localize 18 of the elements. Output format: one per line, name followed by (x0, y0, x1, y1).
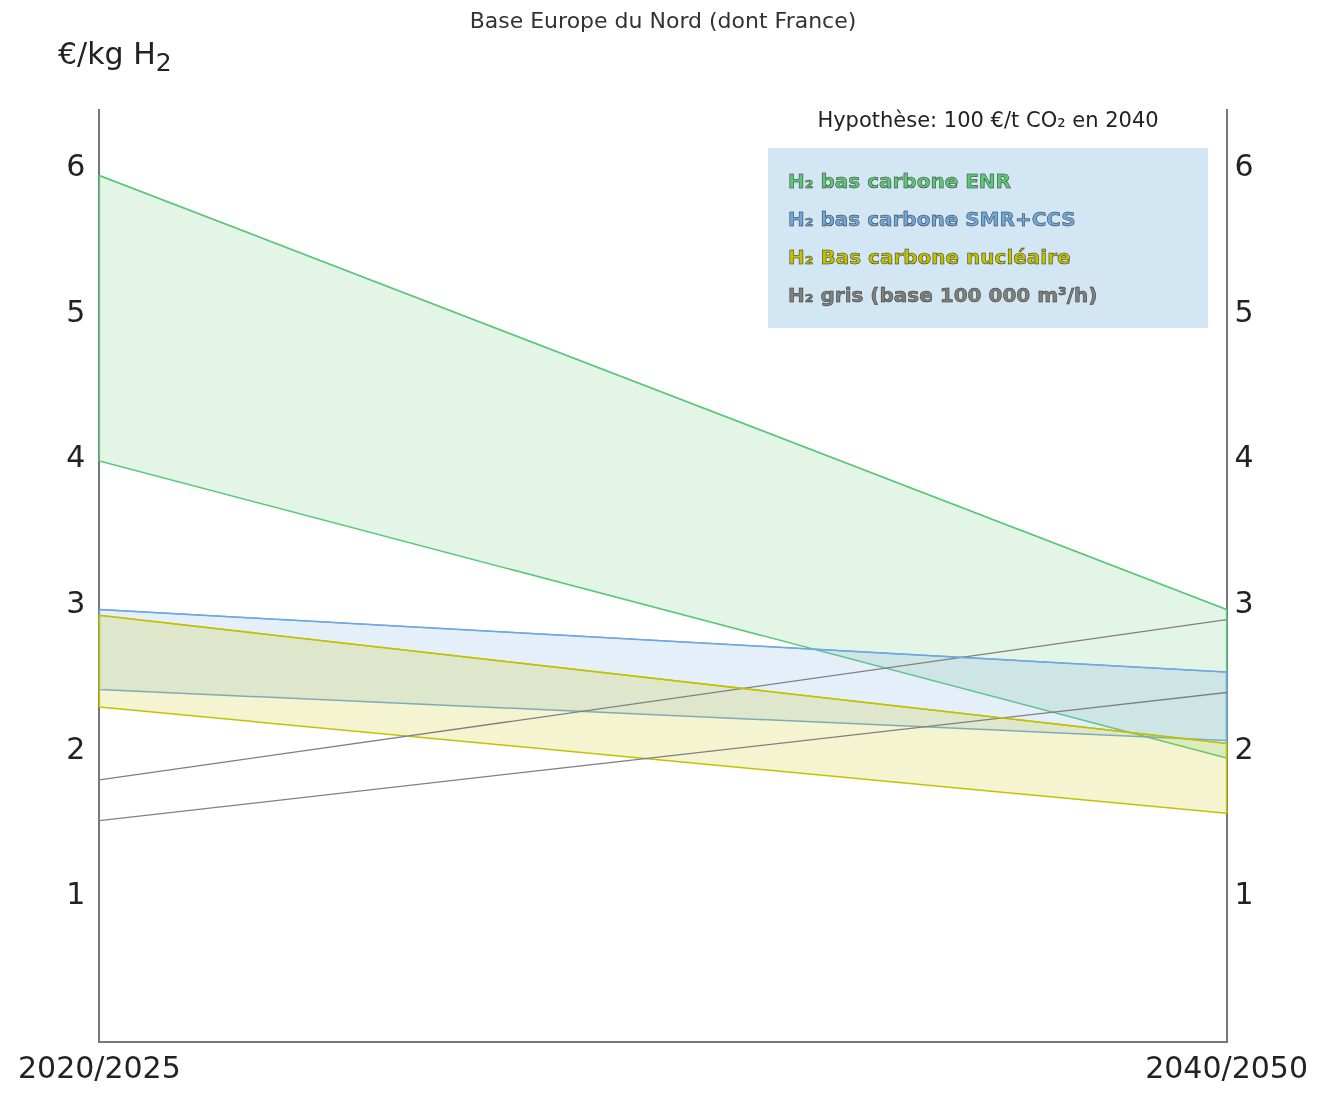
x-tick-label: 2040/2050 (1145, 1049, 1308, 1085)
y-tick-label: 4 (66, 439, 86, 475)
y2-tick-label: 2 (1234, 730, 1254, 766)
chart-title: Base Europe du Nord (dont France) (468, 8, 858, 33)
y2-tick-label: 4 (1234, 439, 1254, 475)
annotation: Hypothèse: 100 €/t CO₂ en 2040 (817, 108, 1159, 132)
y-tick-label: 6 (66, 148, 86, 184)
y-tick-label: 2 (66, 730, 86, 766)
y-tick-label: 5 (66, 293, 86, 329)
x-tick-label: 2020/2025 (18, 1049, 181, 1085)
y2-tick-label: 6 (1234, 148, 1254, 184)
y2-tick-label: 3 (1234, 584, 1254, 620)
y-axis-title: €/kg H$_{2}$ (58, 36, 172, 77)
y-tick-label: 1 (66, 876, 86, 912)
y-tick-label: 3 (66, 584, 86, 620)
legend-box: H₂ bas carbone ENR H₂ bas carbone SMR+CCS H₂ Bas carbone nucléaire H₂ gris (base 100 000 m³/h) (768, 148, 1208, 328)
y2-tick-label: 1 (1234, 876, 1254, 912)
y2-tick-label: 5 (1234, 293, 1254, 329)
